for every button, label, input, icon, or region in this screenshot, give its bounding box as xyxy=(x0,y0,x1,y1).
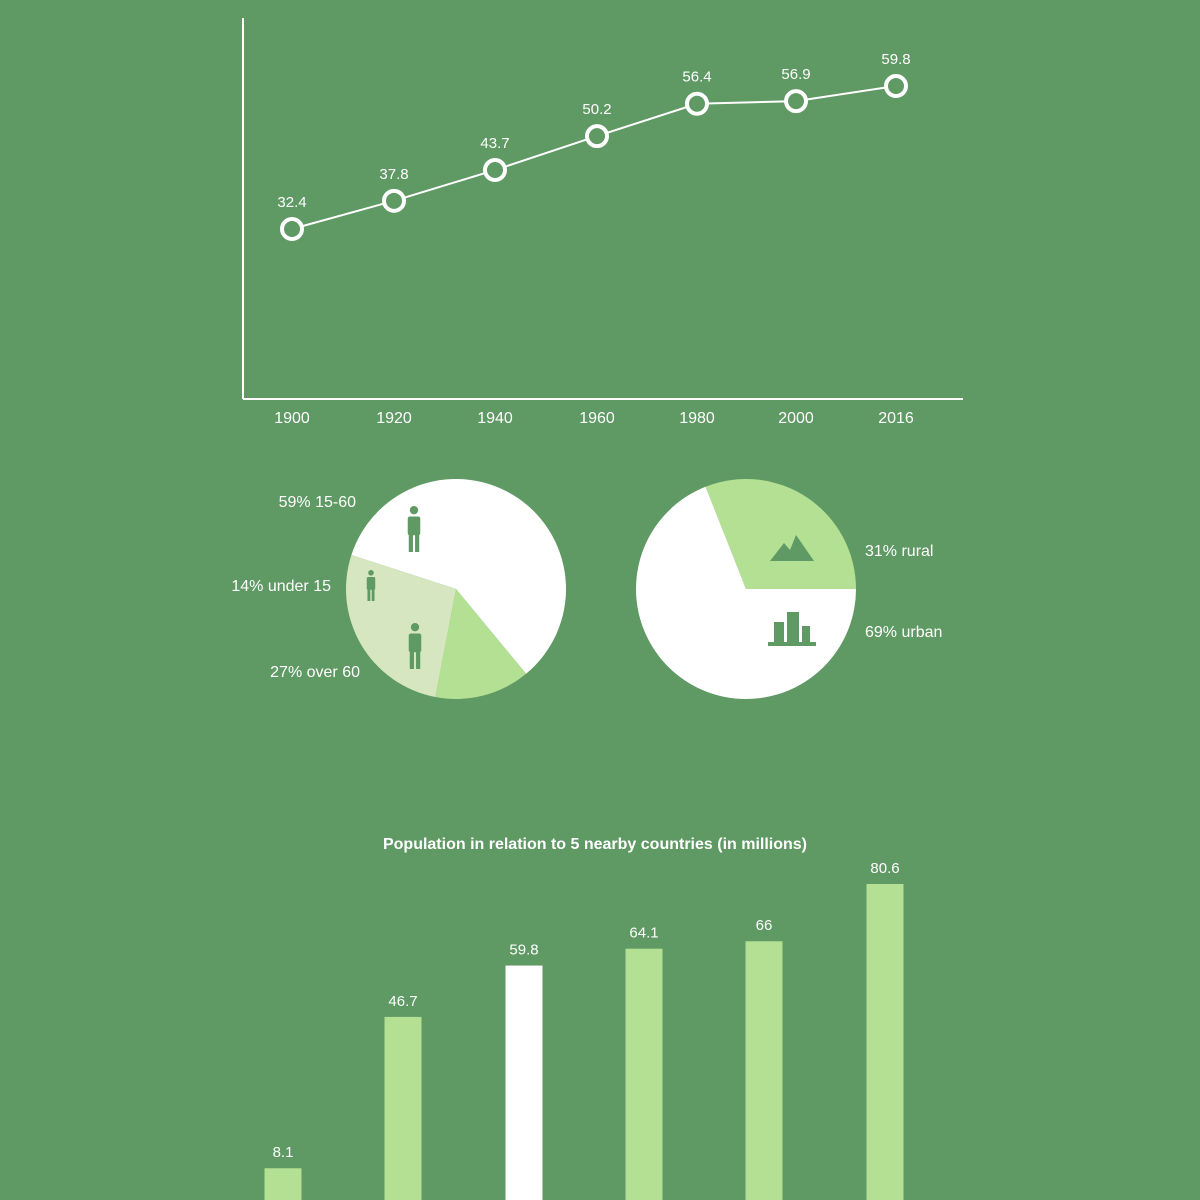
bar xyxy=(745,941,783,1200)
age-pie-chart: 59% 15-60 14% under 15 27% over 60 xyxy=(231,479,566,699)
bar xyxy=(866,884,904,1200)
area-pie-label: 69% urban xyxy=(865,624,942,641)
line-point-marker xyxy=(685,91,709,116)
bar-value-label: 64.1 xyxy=(629,925,658,942)
x-tick-label: 2016 xyxy=(878,410,914,427)
x-tick-label: 1980 xyxy=(679,410,715,427)
line-point-marker xyxy=(784,89,808,114)
bar-value-label: 80.6 xyxy=(870,860,899,877)
line-point-label: 50.2 xyxy=(582,101,611,118)
age-pie-label: 59% 15-60 xyxy=(279,494,356,511)
child-person-icon xyxy=(366,570,376,601)
urban-rural-pie-chart: 31% rural 69% urban xyxy=(635,479,942,699)
bar-chart: Population in relation to 5 nearby count… xyxy=(264,836,904,1200)
age-pie-slice xyxy=(351,479,566,674)
age-pie-slice xyxy=(435,589,527,699)
line-point-label: 56.4 xyxy=(682,69,711,86)
mountains-icon xyxy=(770,535,814,561)
bar xyxy=(264,1168,302,1200)
line-point-label: 59.8 xyxy=(881,51,910,68)
elderly-person-icon xyxy=(408,623,422,669)
x-tick-label: 2000 xyxy=(778,410,814,427)
bar-value-label: 46.7 xyxy=(388,993,417,1010)
x-tick-label: 1940 xyxy=(477,410,513,427)
bar xyxy=(384,1016,422,1200)
city-buildings-icon xyxy=(768,612,816,646)
adult-person-icon xyxy=(407,506,421,552)
line-chart-series: 32.4 1900 37.8 1920 43.7 1940 50.2 1960 56.4 1980… xyxy=(274,51,914,427)
bar-chart-title: Population in relation to 5 nearby count… xyxy=(383,836,807,853)
area-pie-label: 31% rural xyxy=(865,543,933,560)
bar-value-label: 66 xyxy=(756,917,773,934)
line-point-label: 32.4 xyxy=(277,194,306,211)
bar xyxy=(505,965,543,1200)
line-point-marker xyxy=(280,217,304,241)
line-chart: 32.4 1900 37.8 1920 43.7 1940 50.2 1960 56.4 1980… xyxy=(242,18,963,427)
line-point-marker xyxy=(884,74,908,98)
line-point-label: 37.8 xyxy=(379,166,408,183)
rural-pie-slice xyxy=(705,479,856,589)
line-point-marker xyxy=(382,188,406,213)
bar-value-label: 8.1 xyxy=(273,1144,294,1161)
line-point-label: 56.9 xyxy=(781,66,810,83)
x-tick-label: 1960 xyxy=(579,410,615,427)
x-tick-label: 1920 xyxy=(376,410,412,427)
age-pie-label: 27% over 60 xyxy=(270,664,360,681)
age-pie-label: 14% under 15 xyxy=(231,578,331,595)
line-point-label: 43.7 xyxy=(480,135,509,152)
bar-value-label: 59.8 xyxy=(509,942,538,959)
line-point-marker xyxy=(585,124,609,149)
line-point-marker xyxy=(483,158,507,183)
bar-chart-series: 8.1 46.7 59.8 64.1 66 80.6 xyxy=(264,860,904,1200)
bar xyxy=(625,948,663,1200)
x-tick-label: 1900 xyxy=(274,410,310,427)
